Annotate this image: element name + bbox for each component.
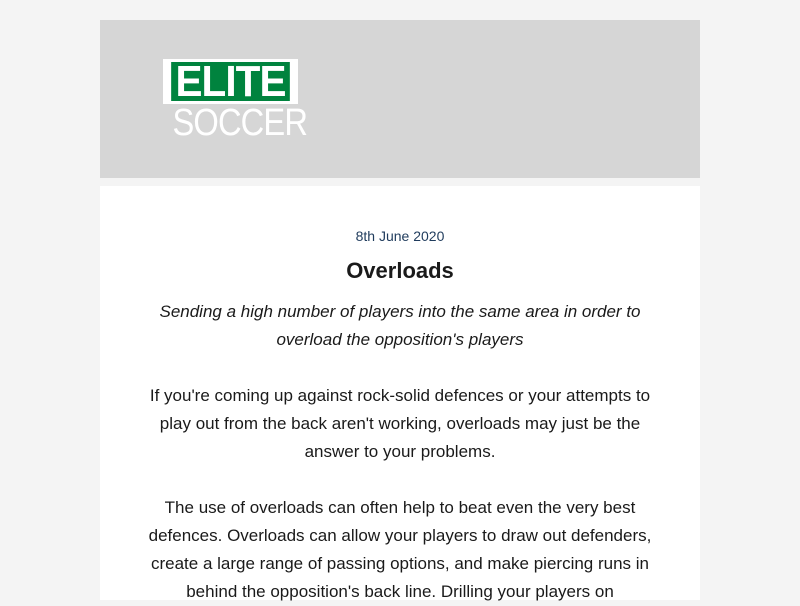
article-title: Overloads xyxy=(346,258,454,283)
article-subtitle: Sending a high number of players into th… xyxy=(159,302,641,349)
article-paragraph: If you're coming up against rock-solid d… xyxy=(149,386,651,461)
article-paragraph: The use of overloads can often help to b… xyxy=(148,498,652,601)
article-date: 8th June 2020 xyxy=(355,228,445,244)
article-body: 8th June 2020 Overloads Sending a high n… xyxy=(100,186,700,601)
elite-soccer-logo[interactable]: ELITE SOCCER xyxy=(163,59,308,144)
logo-soccer-text: SOCCER xyxy=(172,102,308,144)
logo-top-frame: ELITE xyxy=(163,59,298,104)
email-header: ELITE SOCCER xyxy=(100,20,700,178)
logo-elite-text: ELITE xyxy=(171,60,290,104)
